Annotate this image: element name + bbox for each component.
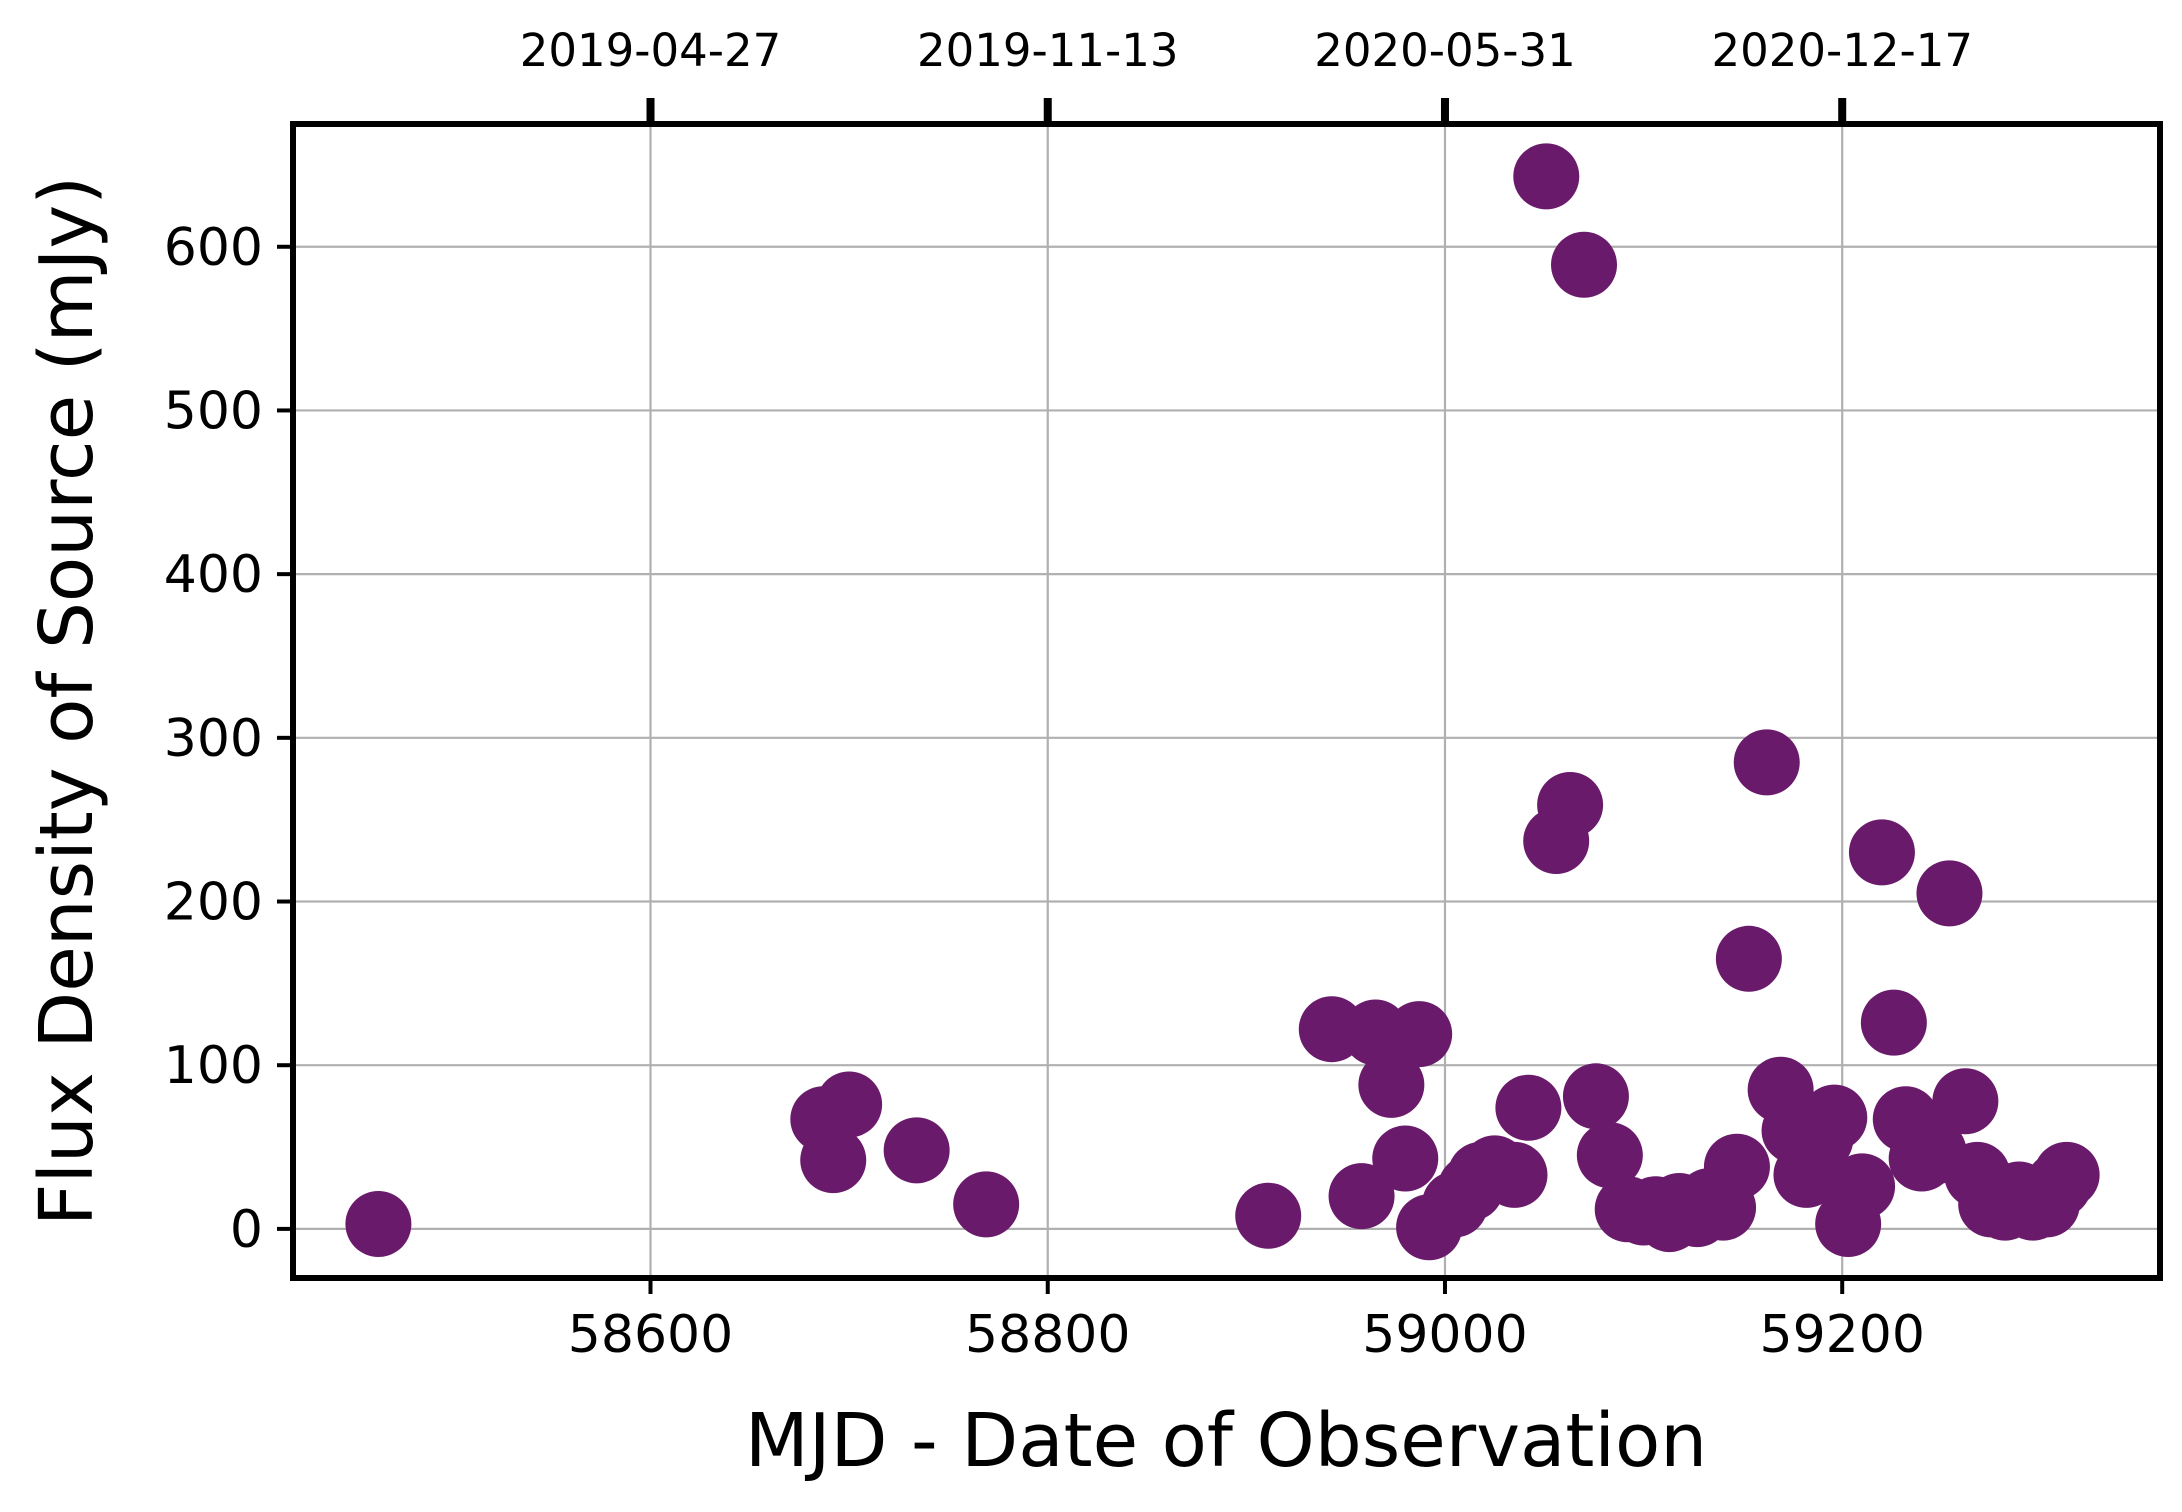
y-axis-title: Flux Density of Source (mJy) (24, 176, 110, 1226)
data-point (2033, 1141, 2100, 1208)
data-point (953, 1171, 1020, 1238)
data-point (1513, 143, 1580, 210)
top-date-label: 2020-12-17 (1711, 24, 1973, 77)
y-tick-label: 600 (164, 218, 263, 278)
data-point (1551, 231, 1618, 298)
data-point (1932, 1068, 1999, 1135)
data-point (1495, 1074, 1562, 1141)
data-point (1358, 1051, 1425, 1118)
y-tick-label: 100 (164, 1036, 263, 1096)
x-tick-label: 59000 (1362, 1305, 1527, 1365)
top-date-label: 2019-11-13 (917, 24, 1179, 77)
data-point (816, 1071, 883, 1138)
data-point (1386, 1001, 1453, 1068)
data-point (1848, 819, 1915, 886)
top-date-label: 2019-04-27 (520, 24, 782, 77)
data-point (345, 1190, 412, 1257)
data-point (1235, 1182, 1302, 1249)
y-tick-label: 300 (164, 709, 263, 769)
plot-frame (290, 121, 2163, 1281)
data-point (1576, 1122, 1643, 1189)
x-tick-label: 59200 (1760, 1305, 1925, 1365)
y-tick-label: 200 (164, 873, 263, 933)
data-point (1829, 1153, 1896, 1220)
x-tick-label: 58800 (965, 1305, 1130, 1365)
data-point (1372, 1125, 1439, 1192)
data-point (1537, 771, 1604, 838)
data-point (1801, 1084, 1868, 1151)
x-axis-title: MJD - Date of Observation (745, 1398, 1707, 1484)
data-point (1562, 1063, 1629, 1130)
x-tick-label: 58600 (568, 1305, 733, 1365)
data-point (1733, 729, 1800, 796)
axis-ticks: 58600 58800 59000 59200 0 100 200 300 400 500 600 2… (164, 24, 1973, 1365)
data-point (1860, 989, 1927, 1056)
y-tick-label: 0 (230, 1200, 263, 1260)
data-point (1916, 860, 1983, 927)
grid (293, 124, 2160, 1278)
y-tick-label: 400 (164, 545, 263, 605)
data-point (1715, 925, 1782, 992)
data-point (1703, 1133, 1770, 1200)
data-points (345, 143, 2100, 1261)
data-point (1328, 1163, 1395, 1230)
data-point (883, 1117, 950, 1184)
top-date-label: 2020-05-31 (1314, 24, 1576, 77)
y-tick-label: 500 (164, 381, 263, 441)
data-point (800, 1127, 867, 1194)
data-point (1481, 1141, 1548, 1208)
